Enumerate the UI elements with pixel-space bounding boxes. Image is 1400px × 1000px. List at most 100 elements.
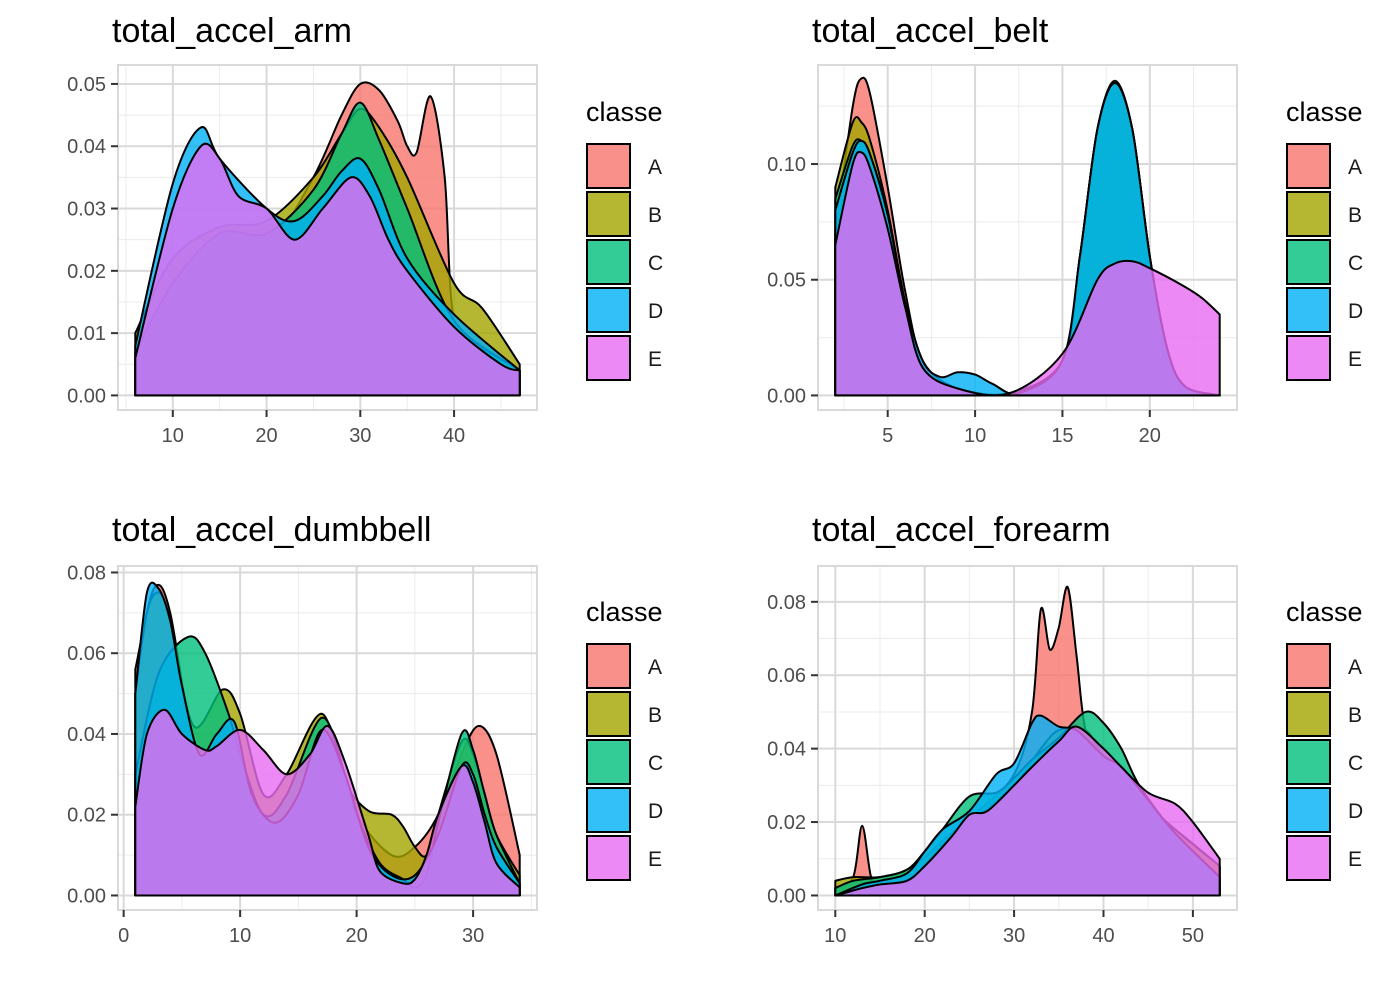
legend-key-D bbox=[586, 287, 631, 333]
x-tick-label: 20 bbox=[345, 925, 367, 947]
legend-label: E bbox=[1348, 848, 1362, 871]
y-tick-label: 0.01 bbox=[67, 323, 106, 345]
axes: 10 20 30 40 0.00 0.01 0.02 0.03 0.04 0.05 bbox=[67, 74, 465, 447]
legend-label: D bbox=[648, 300, 663, 323]
y-tick-label: 0.00 bbox=[67, 385, 106, 407]
x-tick-label: 15 bbox=[1051, 425, 1073, 447]
legend-label: D bbox=[1348, 300, 1363, 323]
legend-key-A bbox=[586, 143, 631, 189]
axes: 5 10 15 20 0.00 0.05 0.10 bbox=[767, 154, 1161, 447]
x-tick-label: 20 bbox=[255, 425, 277, 447]
y-tick-label: 0.05 bbox=[767, 270, 806, 292]
y-tick-label: 0.10 bbox=[767, 154, 806, 176]
legend-title: classe bbox=[586, 597, 663, 627]
x-tick-label: 30 bbox=[462, 925, 484, 947]
x-tick-label: 30 bbox=[1003, 925, 1025, 947]
density-area-E bbox=[834, 725, 1221, 897]
legend-key-C bbox=[1286, 239, 1331, 285]
y-tick-label: 0.02 bbox=[67, 261, 106, 283]
legend-label: A bbox=[1348, 656, 1362, 679]
legend-key-A bbox=[1286, 143, 1331, 189]
y-tick-label: 0.03 bbox=[67, 199, 106, 221]
legend-label: E bbox=[648, 848, 662, 871]
legend-key-D bbox=[586, 787, 631, 833]
legend-label: B bbox=[1348, 204, 1362, 227]
panel-total-accel-belt: 5 10 15 20 0.00 0.05 0.10 total_accel_beltclass… bbox=[767, 12, 1363, 447]
legend-title: classe bbox=[1286, 597, 1363, 627]
legend-label: C bbox=[1348, 252, 1363, 275]
x-tick-label: 40 bbox=[443, 425, 465, 447]
panel-total-accel-arm: 10 20 30 40 0.00 0.01 0.02 0.03 0.04 0.05 total_ac… bbox=[67, 12, 663, 447]
density-area-E bbox=[834, 150, 1221, 397]
panel-border bbox=[817, 565, 1238, 911]
legend-key-B bbox=[1286, 191, 1331, 237]
density-areas bbox=[134, 81, 521, 397]
axes: 0 10 20 30 0.00 0.02 0.04 0.06 0.08 bbox=[67, 562, 484, 947]
legend-label: C bbox=[648, 252, 663, 275]
legend: classe A B C D E bbox=[586, 97, 663, 381]
x-tick-label: 10 bbox=[162, 425, 184, 447]
legend: classe A B C D E bbox=[586, 597, 663, 881]
x-tick-label: 10 bbox=[824, 925, 846, 947]
legend-key-D bbox=[1286, 787, 1331, 833]
legend-title: classe bbox=[1286, 97, 1363, 127]
y-tick-label: 0.04 bbox=[67, 136, 106, 158]
legend-label: A bbox=[648, 656, 662, 679]
legend-key-B bbox=[586, 691, 631, 737]
x-tick-label: 40 bbox=[1092, 925, 1114, 947]
y-tick-label: 0.02 bbox=[67, 805, 106, 827]
y-tick-label: 0.06 bbox=[767, 665, 806, 687]
legend-label: D bbox=[1348, 800, 1363, 823]
legend-label: C bbox=[1348, 752, 1363, 775]
plot-title: total_accel_belt bbox=[812, 12, 1049, 50]
legend-label: B bbox=[1348, 704, 1362, 727]
y-tick-label: 0.02 bbox=[767, 812, 806, 834]
legend-label: A bbox=[1348, 156, 1362, 179]
legend-label: E bbox=[648, 348, 662, 371]
y-tick-label: 0.08 bbox=[767, 592, 806, 614]
x-tick-label: 50 bbox=[1182, 925, 1204, 947]
y-tick-label: 0.00 bbox=[767, 385, 806, 407]
legend-key-C bbox=[586, 239, 631, 285]
density-area-E bbox=[134, 142, 521, 397]
legend-label: E bbox=[1348, 348, 1362, 371]
legend-key-E bbox=[586, 335, 631, 381]
legend-key-B bbox=[1286, 691, 1331, 737]
axes: 10 20 30 40 50 0.00 0.02 0.04 0.06 0.08 bbox=[767, 592, 1204, 947]
density-area-E bbox=[134, 708, 521, 897]
x-tick-label: 30 bbox=[349, 425, 371, 447]
panel-border bbox=[817, 64, 1238, 411]
legend-label: B bbox=[648, 704, 662, 727]
density-areas bbox=[834, 586, 1221, 897]
legend-key-D bbox=[1286, 287, 1331, 333]
legend: classe A B C D E bbox=[1286, 97, 1363, 381]
y-tick-label: 0.06 bbox=[67, 643, 106, 665]
y-tick-label: 0.00 bbox=[67, 885, 106, 907]
legend-key-E bbox=[1286, 335, 1331, 381]
plot-title: total_accel_arm bbox=[112, 12, 352, 50]
panel-total-accel-forearm: 10 20 30 40 50 0.00 0.02 0.04 0.06 0.08 total_acce… bbox=[767, 511, 1363, 947]
x-tick-label: 20 bbox=[914, 925, 936, 947]
panel-total-accel-dumbbell: 0 10 20 30 0.00 0.02 0.04 0.06 0.08 total_accel_d… bbox=[67, 511, 663, 947]
x-tick-label: 10 bbox=[229, 925, 251, 947]
legend-title: classe bbox=[586, 97, 663, 127]
legend-label: A bbox=[648, 156, 662, 179]
y-tick-label: 0.08 bbox=[67, 562, 106, 584]
x-tick-label: 0 bbox=[118, 925, 129, 947]
plot-title: total_accel_dumbbell bbox=[112, 511, 431, 549]
panel-border bbox=[117, 565, 538, 911]
legend: classe A B C D E bbox=[1286, 597, 1363, 881]
legend-label: D bbox=[648, 800, 663, 823]
y-tick-label: 0.04 bbox=[767, 739, 806, 761]
legend-key-A bbox=[1286, 643, 1331, 689]
legend-label: B bbox=[648, 204, 662, 227]
y-tick-label: 0.05 bbox=[67, 74, 106, 96]
panel-border bbox=[117, 64, 538, 411]
legend-label: C bbox=[648, 752, 663, 775]
legend-key-E bbox=[586, 835, 631, 881]
y-tick-label: 0.00 bbox=[767, 885, 806, 907]
x-tick-label: 10 bbox=[964, 425, 986, 447]
x-tick-label: 5 bbox=[882, 425, 893, 447]
y-tick-label: 0.04 bbox=[67, 724, 106, 746]
